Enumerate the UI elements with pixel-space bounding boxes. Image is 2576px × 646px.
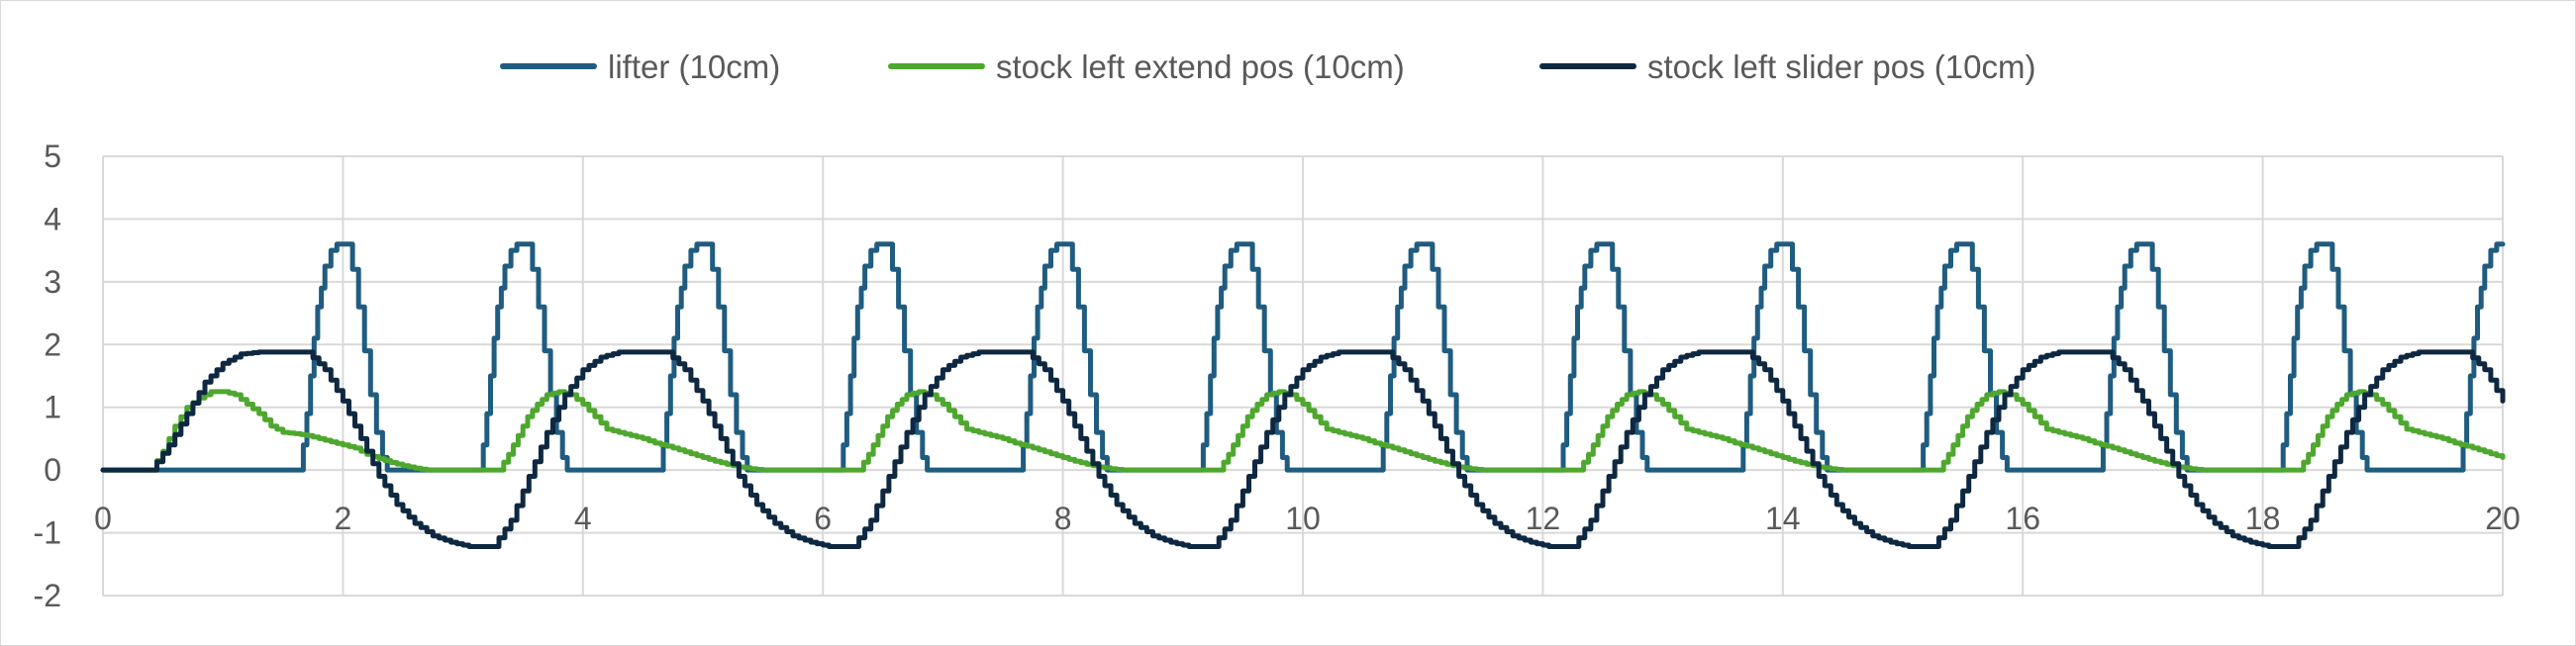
y-tick-label: 3 [44, 264, 61, 300]
legend-label: lifter (10cm) [608, 48, 780, 85]
x-tick-label: 8 [1054, 501, 1072, 536]
y-tick-label: 4 [44, 201, 61, 236]
x-tick-label: 10 [1285, 501, 1321, 536]
y-tick-label: 1 [44, 390, 61, 425]
legend: lifter (10cm) stock left extend pos (10cm… [500, 48, 2035, 85]
x-tick-label: 4 [574, 501, 592, 536]
x-tick-label: 12 [1526, 501, 1561, 536]
y-tick-label: 0 [44, 452, 61, 488]
x-tick-label: 6 [814, 501, 832, 536]
legend-label: stock left slider pos (10cm) [1647, 48, 2035, 85]
x-tick-label: 20 [2485, 501, 2521, 536]
series-line-3 [100, 349, 2506, 549]
series-line-2 [100, 389, 2506, 473]
y-tick-label: 5 [44, 138, 61, 174]
x-tick-label: 16 [2005, 501, 2040, 536]
y-tick-label: 2 [44, 326, 61, 362]
x-tick-label: 0 [94, 501, 112, 536]
series-line-1 [100, 241, 2506, 473]
y-tick-label: -2 [34, 578, 61, 613]
x-tick-label: 2 [335, 501, 352, 536]
x-tick-label: 18 [2245, 501, 2281, 536]
y-tick-label: -1 [34, 515, 61, 551]
series-layer [100, 241, 2506, 549]
x-tick-label: 14 [1765, 501, 1801, 536]
legend-label: stock left extend pos (10cm) [996, 48, 1405, 85]
